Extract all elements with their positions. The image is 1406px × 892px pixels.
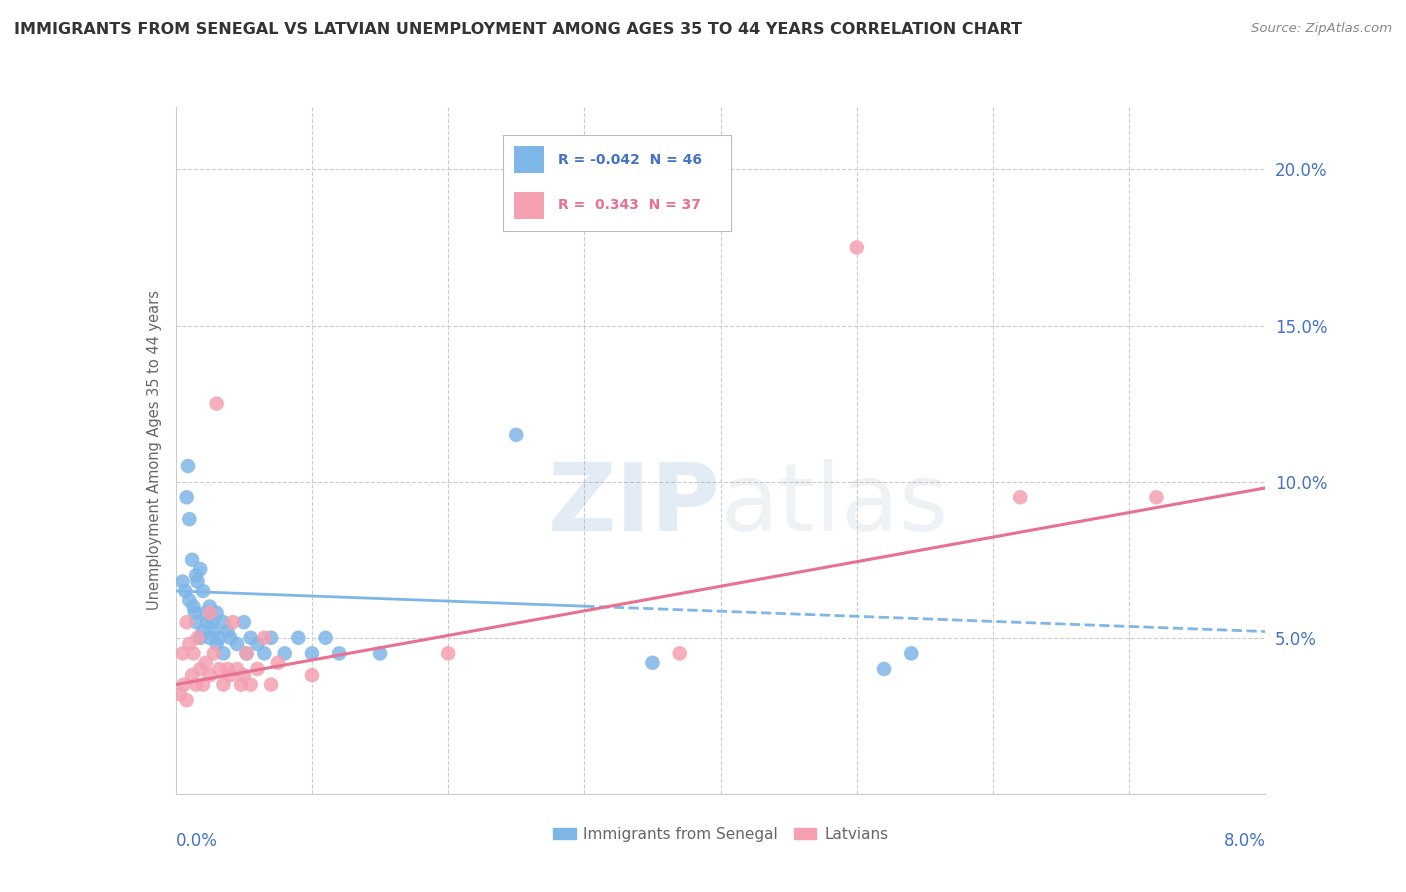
- Text: 8.0%: 8.0%: [1223, 831, 1265, 850]
- Point: [368, 646, 391, 660]
- Point: [217, 624, 239, 639]
- Point: [191, 624, 214, 639]
- Point: [246, 637, 269, 651]
- Point: [188, 562, 211, 576]
- Point: [198, 668, 221, 682]
- Point: [186, 678, 208, 692]
- Point: [260, 678, 283, 692]
- Point: [205, 606, 228, 620]
- Point: [198, 599, 221, 614]
- Point: [186, 631, 209, 645]
- Point: [183, 646, 205, 660]
- Point: [235, 646, 257, 660]
- Point: [191, 583, 214, 598]
- Point: [188, 662, 211, 676]
- Point: [205, 396, 228, 410]
- Point: [194, 656, 217, 670]
- Point: [186, 615, 208, 630]
- Point: [267, 656, 290, 670]
- Text: IMMIGRANTS FROM SENEGAL VS LATVIAN UNEMPLOYMENT AMONG AGES 35 TO 44 YEARS CORREL: IMMIGRANTS FROM SENEGAL VS LATVIAN UNEMP…: [14, 22, 1022, 37]
- Point: [181, 552, 204, 567]
- Text: R = -0.042  N = 46: R = -0.042 N = 46: [558, 153, 702, 168]
- Point: [212, 646, 235, 660]
- Point: [198, 606, 221, 620]
- Point: [231, 678, 253, 692]
- Point: [184, 606, 207, 620]
- Point: [179, 593, 201, 607]
- Point: [188, 631, 211, 645]
- Point: [179, 637, 201, 651]
- Point: [181, 668, 204, 682]
- Point: [176, 615, 198, 630]
- Point: [239, 631, 262, 645]
- Point: [287, 631, 309, 645]
- Text: ZIP: ZIP: [548, 459, 720, 551]
- Point: [172, 646, 194, 660]
- Text: atlas: atlas: [720, 459, 949, 551]
- Y-axis label: Unemployment Among Ages 35 to 44 years: Unemployment Among Ages 35 to 44 years: [146, 291, 162, 610]
- Point: [173, 678, 195, 692]
- Point: [274, 646, 297, 660]
- Point: [195, 615, 218, 630]
- Point: [668, 646, 690, 660]
- Point: [900, 646, 922, 660]
- Point: [183, 599, 205, 614]
- Point: [186, 574, 209, 589]
- FancyBboxPatch shape: [515, 192, 544, 219]
- Point: [169, 687, 191, 701]
- Point: [201, 615, 224, 630]
- Point: [174, 583, 197, 598]
- Point: [328, 646, 350, 660]
- Point: [217, 662, 239, 676]
- Point: [219, 668, 242, 682]
- Point: [845, 240, 868, 255]
- Point: [226, 637, 249, 651]
- Point: [202, 624, 225, 639]
- Point: [1010, 490, 1032, 504]
- Point: [437, 646, 460, 660]
- Text: R =  0.343  N = 37: R = 0.343 N = 37: [558, 198, 700, 211]
- Point: [641, 656, 664, 670]
- Legend: Immigrants from Senegal, Latvians: Immigrants from Senegal, Latvians: [547, 821, 894, 848]
- Point: [301, 668, 323, 682]
- Point: [226, 662, 249, 676]
- Point: [246, 662, 269, 676]
- Point: [219, 631, 242, 645]
- Point: [222, 615, 245, 630]
- Point: [873, 662, 896, 676]
- Point: [301, 646, 323, 660]
- Point: [191, 678, 214, 692]
- Point: [208, 631, 231, 645]
- Point: [239, 678, 262, 692]
- FancyBboxPatch shape: [515, 146, 544, 173]
- Point: [186, 568, 208, 582]
- Point: [232, 668, 254, 682]
- Point: [194, 606, 217, 620]
- Point: [315, 631, 337, 645]
- Point: [205, 637, 228, 651]
- Point: [253, 646, 276, 660]
- Point: [253, 631, 276, 645]
- Point: [177, 458, 200, 473]
- Point: [179, 512, 201, 526]
- Point: [172, 574, 194, 589]
- Point: [505, 427, 527, 442]
- Point: [202, 646, 225, 660]
- Point: [176, 693, 198, 707]
- Point: [235, 646, 257, 660]
- Point: [212, 678, 235, 692]
- Point: [232, 615, 254, 630]
- Text: Source: ZipAtlas.com: Source: ZipAtlas.com: [1251, 22, 1392, 36]
- Point: [212, 615, 235, 630]
- Point: [198, 631, 221, 645]
- Point: [1144, 490, 1167, 504]
- Point: [260, 631, 283, 645]
- Text: 0.0%: 0.0%: [176, 831, 218, 850]
- Point: [208, 662, 231, 676]
- Point: [176, 490, 198, 504]
